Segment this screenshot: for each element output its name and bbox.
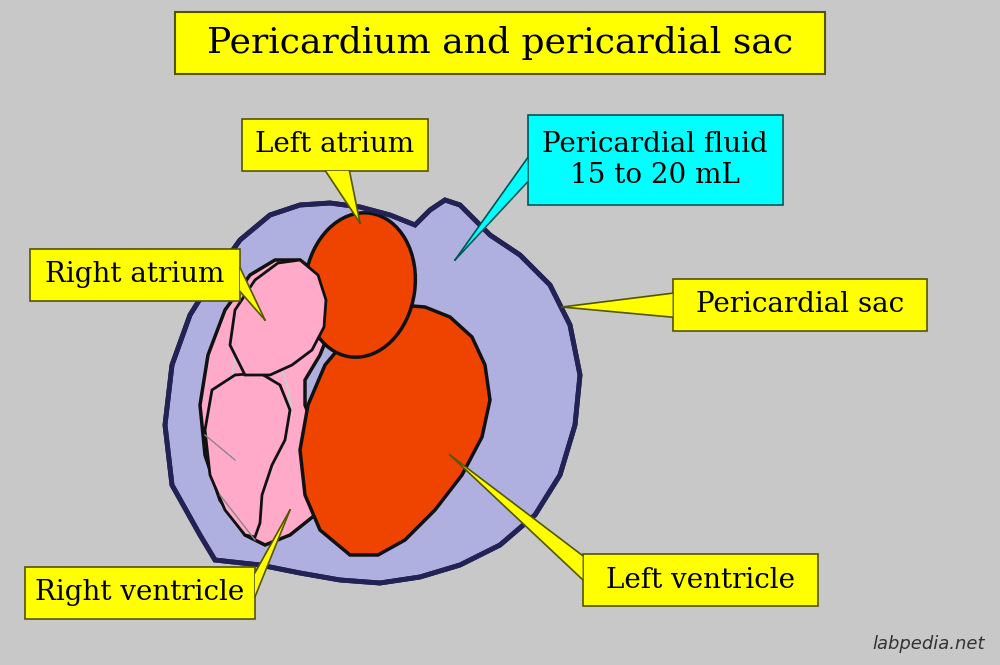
Polygon shape: [455, 158, 528, 260]
FancyBboxPatch shape: [30, 249, 240, 301]
Text: Right atrium: Right atrium: [45, 261, 225, 289]
Polygon shape: [450, 455, 582, 579]
FancyBboxPatch shape: [175, 12, 825, 74]
Polygon shape: [240, 267, 265, 320]
Text: Pericardium and pericardial sac: Pericardium and pericardial sac: [207, 26, 793, 60]
Ellipse shape: [305, 213, 415, 357]
FancyBboxPatch shape: [528, 115, 782, 205]
Text: labpedia.net: labpedia.net: [872, 635, 985, 653]
Polygon shape: [205, 373, 290, 537]
Polygon shape: [562, 293, 672, 317]
Text: Left ventricle: Left ventricle: [606, 567, 794, 593]
Text: Right ventricle: Right ventricle: [35, 579, 245, 606]
Polygon shape: [200, 260, 340, 545]
FancyBboxPatch shape: [242, 119, 428, 171]
Polygon shape: [255, 510, 290, 597]
Text: Pericardial sac: Pericardial sac: [696, 291, 904, 319]
Polygon shape: [230, 260, 326, 375]
FancyBboxPatch shape: [672, 279, 927, 331]
Text: Pericardial fluid
15 to 20 mL: Pericardial fluid 15 to 20 mL: [542, 131, 768, 189]
Polygon shape: [300, 305, 490, 555]
FancyBboxPatch shape: [25, 567, 255, 619]
Text: Left atrium: Left atrium: [255, 132, 415, 158]
FancyBboxPatch shape: [582, 554, 818, 606]
Polygon shape: [165, 200, 580, 583]
Polygon shape: [326, 171, 360, 223]
